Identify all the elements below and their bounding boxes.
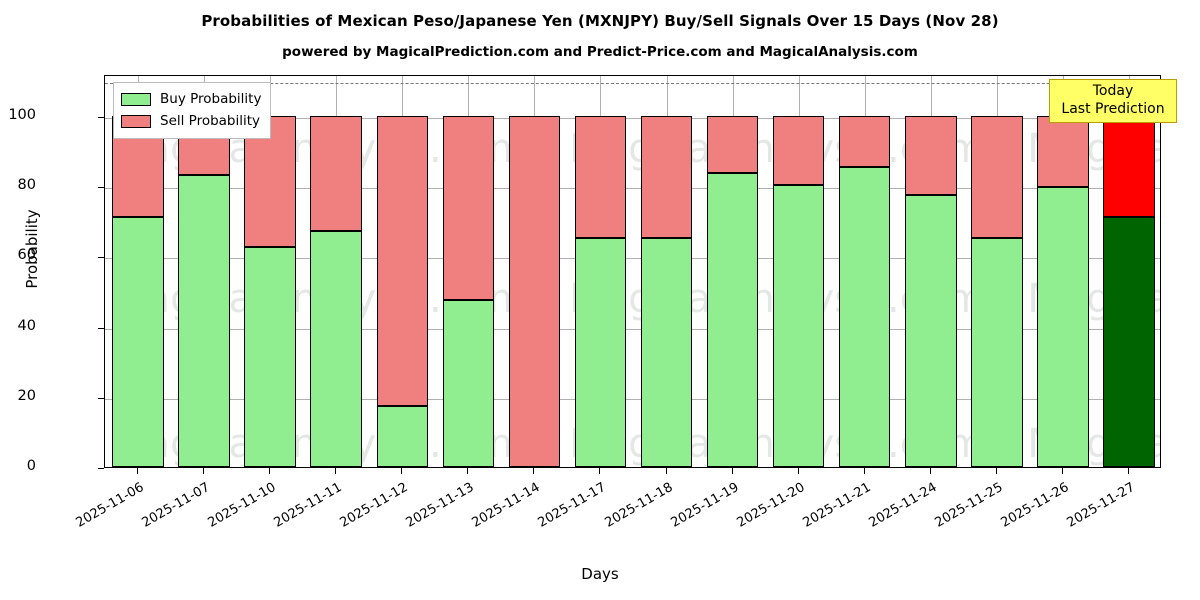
- x-tick-mark: [1061, 468, 1063, 474]
- y-tick-mark: [98, 257, 104, 259]
- bar-segment-buy[interactable]: [574, 237, 627, 467]
- x-tick-mark: [401, 468, 403, 474]
- y-tick-label: 60: [17, 247, 36, 264]
- legend-swatch-sell-icon: [121, 114, 151, 128]
- bar-segment-sell[interactable]: [971, 116, 1023, 238]
- x-tick-mark: [269, 468, 271, 474]
- bar-2025-11-18[interactable]: [640, 76, 693, 467]
- x-axis-label: Days: [581, 565, 619, 583]
- bar-segment-buy[interactable]: [244, 246, 296, 467]
- y-tick-mark: [98, 117, 104, 119]
- x-tick-mark: [335, 468, 337, 474]
- bar-segment-buy[interactable]: [706, 173, 759, 467]
- bar-2025-11-07[interactable]: [178, 76, 230, 467]
- bar-segment-buy[interactable]: [640, 237, 693, 467]
- x-tick-mark: [863, 468, 865, 474]
- bar-segment-buy[interactable]: [838, 166, 891, 467]
- bar-segment-buy[interactable]: [1037, 187, 1089, 467]
- reference-line: [105, 83, 1160, 85]
- x-tick-mark: [1127, 468, 1129, 474]
- legend-item-buy: Buy Probability: [121, 88, 261, 110]
- x-tick-mark: [929, 468, 931, 474]
- chart-subtitle: powered by MagicalPrediction.com and Pre…: [282, 44, 918, 60]
- x-tick-mark: [137, 468, 139, 474]
- gridline-horizontal: [105, 118, 1160, 120]
- bar-segment-buy[interactable]: [112, 216, 164, 467]
- today-annotation-line2: Last Prediction: [1061, 100, 1165, 117]
- bar-2025-11-13[interactable]: [442, 76, 495, 467]
- x-tick-mark: [797, 468, 799, 474]
- y-tick-label: 20: [17, 387, 36, 404]
- y-tick-mark: [98, 327, 104, 329]
- gridline-horizontal: [105, 258, 1160, 260]
- bar-segment-buy[interactable]: [178, 175, 230, 467]
- legend-label-sell: Sell Probability: [160, 113, 261, 129]
- bar-segment-sell[interactable]: [640, 116, 693, 238]
- bar-segment-sell[interactable]: [508, 116, 561, 467]
- y-tick-label: 80: [17, 177, 36, 194]
- today-annotation: Today Last Prediction: [1049, 79, 1177, 123]
- y-tick-label: 0: [26, 458, 36, 474]
- gridline-horizontal: [105, 328, 1160, 330]
- legend-label-buy: Buy Probability: [160, 91, 262, 107]
- gridline-horizontal: [105, 188, 1160, 190]
- chart-legend: Buy Probability Sell Probability: [113, 82, 272, 139]
- bar-segment-sell[interactable]: [310, 116, 362, 231]
- chart-title: Probabilities of Mexican Peso/Japanese Y…: [201, 12, 999, 30]
- legend-item-sell: Sell Probability: [121, 110, 261, 132]
- x-tick-mark: [533, 468, 535, 474]
- bar-segment-sell[interactable]: [838, 116, 891, 167]
- y-tick-mark: [98, 397, 104, 399]
- x-tick-mark: [665, 468, 667, 474]
- bar-2025-11-14[interactable]: [508, 76, 561, 467]
- bar-2025-11-25[interactable]: [971, 76, 1023, 467]
- legend-swatch-buy-icon: [121, 92, 151, 106]
- bar-segment-buy[interactable]: [310, 230, 362, 467]
- bar-2025-11-20[interactable]: [772, 76, 825, 467]
- x-tick-mark: [731, 468, 733, 474]
- bar-segment-sell[interactable]: [772, 116, 825, 185]
- x-tick-mark: [467, 468, 469, 474]
- bar-2025-11-10[interactable]: [244, 76, 296, 467]
- bar-segment-sell[interactable]: [376, 116, 429, 406]
- bar-segment-sell[interactable]: [706, 116, 759, 174]
- bar-segment-sell[interactable]: [905, 116, 957, 196]
- bar-segment-buy[interactable]: [971, 237, 1023, 467]
- bar-segment-sell[interactable]: [442, 116, 495, 301]
- bar-2025-11-26[interactable]: [1037, 76, 1089, 467]
- bar-segment-buy[interactable]: [376, 405, 429, 467]
- bar-segment-sell[interactable]: [1103, 116, 1155, 217]
- bar-2025-11-21[interactable]: [838, 76, 891, 467]
- bar-segment-buy[interactable]: [772, 184, 825, 467]
- today-annotation-line1: Today: [1092, 83, 1134, 99]
- y-tick-mark: [98, 468, 104, 469]
- x-tick-mark: [203, 468, 205, 474]
- bar-2025-11-19[interactable]: [706, 76, 759, 467]
- bar-segment-buy[interactable]: [1103, 216, 1155, 467]
- bar-2025-11-24[interactable]: [905, 76, 957, 467]
- y-tick-label: 100: [8, 107, 36, 124]
- bar-2025-11-12[interactable]: [376, 76, 429, 467]
- y-tick-mark: [98, 187, 104, 189]
- y-tick-label: 40: [17, 317, 36, 334]
- bar-segment-buy[interactable]: [442, 300, 495, 467]
- x-tick-mark: [995, 468, 997, 474]
- bar-segment-buy[interactable]: [905, 195, 957, 467]
- bar-segment-sell[interactable]: [574, 116, 627, 238]
- bar-segment-sell[interactable]: [1037, 116, 1089, 188]
- gridline-horizontal: [105, 398, 1160, 400]
- bar-2025-11-27[interactable]: [1103, 76, 1155, 467]
- bar-2025-11-17[interactable]: [574, 76, 627, 467]
- bar-2025-11-11[interactable]: [310, 76, 362, 467]
- x-tick-mark: [599, 468, 601, 474]
